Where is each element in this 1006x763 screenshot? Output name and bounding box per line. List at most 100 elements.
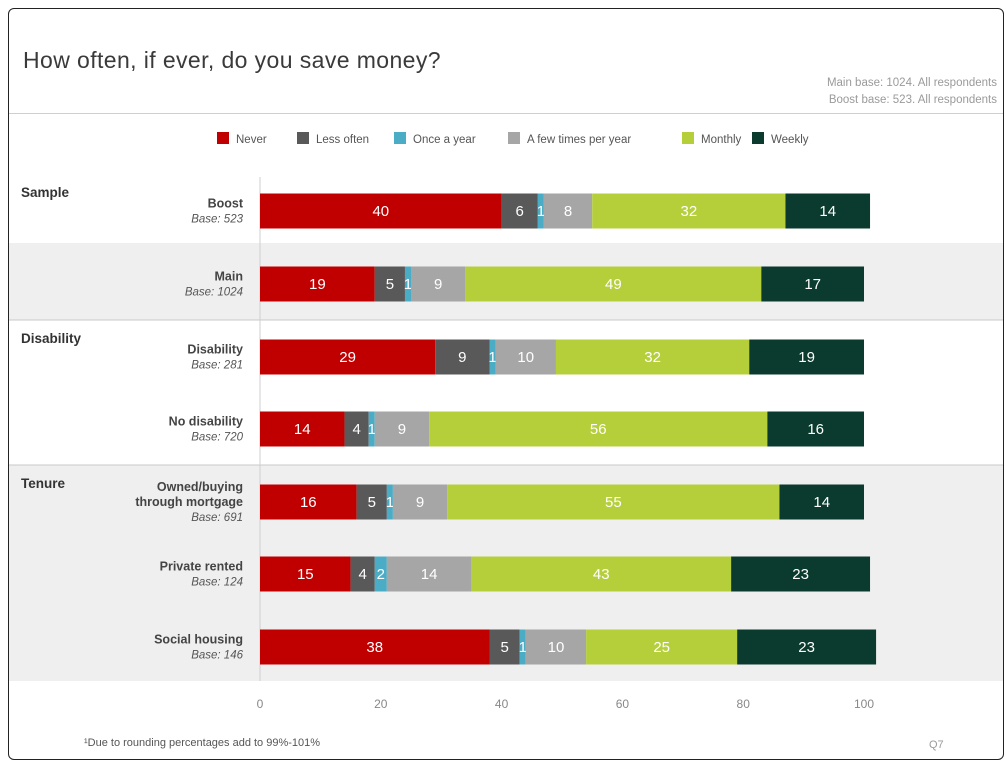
row-label: Private rented: [160, 560, 243, 574]
legend-swatch: [508, 132, 520, 144]
data-label: 32: [644, 349, 661, 366]
row-base-label: Base: 691: [191, 512, 243, 524]
row-label: Boost: [208, 197, 244, 211]
bar-segment: [374, 411, 430, 447]
data-label: 23: [792, 566, 809, 583]
legend-swatch: [394, 132, 406, 144]
legend-swatch: [217, 132, 229, 144]
row-base-label: Base: 523: [191, 214, 243, 226]
data-label: 4: [352, 421, 360, 438]
bar-segment: [592, 193, 786, 229]
bar-segment: [350, 556, 375, 592]
bar-segment: [374, 266, 405, 302]
data-label: 1: [488, 349, 496, 366]
bar-segment: [260, 193, 502, 229]
row-base-label: Base: 146: [191, 650, 243, 662]
data-label: 1: [537, 203, 545, 220]
bar-segment: [543, 193, 593, 229]
data-label: 17: [804, 276, 821, 293]
bar-segment: [519, 629, 526, 665]
bar-segment: [749, 339, 864, 375]
slide-frame: How often, if ever, do you save money? M…: [8, 8, 1004, 760]
row-label: Owned/buying: [157, 480, 243, 494]
bar-segment: [260, 556, 351, 592]
data-label: 9: [398, 421, 406, 438]
row-base-label: Base: 124: [191, 577, 243, 589]
x-tick-label: 100: [854, 697, 874, 709]
data-label: 9: [434, 276, 442, 293]
data-label: 43: [593, 566, 610, 583]
bar-segment: [785, 193, 871, 229]
data-label: 56: [590, 421, 607, 438]
row-base-label: Base: 281: [191, 360, 243, 372]
data-label: 55: [605, 494, 622, 511]
bar-segment: [489, 339, 496, 375]
bar-segment: [368, 411, 375, 447]
data-label: 4: [359, 566, 367, 583]
row-label: through mortgage: [135, 495, 243, 509]
bar-segment: [386, 484, 393, 520]
row-label: No disability: [169, 415, 243, 429]
data-label: 16: [807, 421, 824, 438]
bar-segment: [731, 556, 871, 592]
group-label: Sample: [21, 185, 70, 200]
legend-label: Once a year: [413, 134, 476, 146]
data-label: 16: [300, 494, 317, 511]
bar-segment: [260, 629, 490, 665]
bar-segment: [260, 484, 357, 520]
data-label: 10: [517, 349, 534, 366]
bar-segment: [537, 193, 544, 229]
bar-segment: [260, 411, 345, 447]
x-tick-label: 80: [737, 697, 751, 709]
title-divider: [9, 113, 1003, 114]
bar-segment: [435, 339, 490, 375]
legend-swatch: [297, 132, 309, 144]
bar-segment: [737, 629, 877, 665]
data-label: 32: [680, 203, 697, 220]
data-label: 8: [564, 203, 572, 220]
bar-segment: [447, 484, 780, 520]
data-label: 1: [368, 421, 376, 438]
data-label: 6: [516, 203, 524, 220]
data-label: 40: [372, 203, 389, 220]
data-label: 29: [339, 349, 356, 366]
bar-segment: [471, 556, 732, 592]
data-label: 15: [297, 566, 314, 583]
data-label: 1: [386, 494, 394, 511]
bar-segment: [374, 556, 387, 592]
data-label: 19: [798, 349, 815, 366]
bar-segment: [356, 484, 387, 520]
data-label: 10: [548, 639, 565, 656]
bar-segment: [586, 629, 738, 665]
data-label: 1: [404, 276, 412, 293]
x-tick-label: 60: [616, 697, 630, 709]
x-tick-label: 20: [374, 697, 388, 709]
bar-segment: [411, 266, 466, 302]
data-label: 38: [366, 639, 383, 656]
bar-segment: [555, 339, 750, 375]
main-base-note: Main base: 1024. All respondents: [826, 77, 997, 89]
legend-label: Weekly: [771, 134, 809, 146]
data-label: 9: [416, 494, 424, 511]
legend-label: A few times per year: [527, 134, 631, 146]
bar-segment: [501, 193, 538, 229]
bar-segment: [392, 484, 448, 520]
bar-segment: [386, 556, 472, 592]
bar-segment: [429, 411, 768, 447]
bar-segment: [495, 339, 556, 375]
stacked-bar-chart: Sample Disability Tenure Never Less often Onc…: [9, 132, 1003, 709]
data-label: 14: [813, 494, 830, 511]
group-label: Tenure: [21, 476, 65, 491]
data-label: 5: [386, 276, 394, 293]
footnote: ¹Due to rounding percentages add to 99%-…: [84, 737, 321, 749]
data-label: 49: [605, 276, 622, 293]
bar-segment: [260, 266, 375, 302]
legend-label: Monthly: [701, 134, 742, 146]
data-label: 2: [377, 566, 385, 583]
row-label: Social housing: [154, 633, 243, 647]
data-label: 19: [309, 276, 326, 293]
data-label: 25: [653, 639, 670, 656]
data-label: 14: [819, 203, 836, 220]
bar-segment: [404, 266, 411, 302]
data-label: 14: [421, 566, 438, 583]
